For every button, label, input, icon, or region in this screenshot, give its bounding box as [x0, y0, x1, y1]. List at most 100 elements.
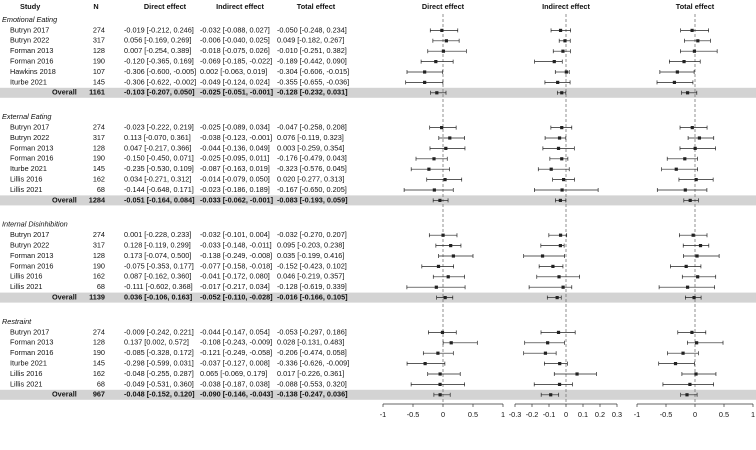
effect-label: -0.014 [-0.079, 0.050] — [200, 175, 270, 184]
effect-label: 0.046 [-0.219, 0.357] — [277, 272, 344, 281]
point-estimate — [557, 136, 562, 140]
effect-label: 0.007 [-0.254, 0.389] — [124, 46, 191, 55]
study-name: Iturbe 2021 — [10, 164, 47, 173]
point-estimate — [692, 296, 696, 300]
effect-label: 0.003 [-0.259, 0.354] — [277, 143, 344, 152]
point-estimate — [697, 136, 702, 140]
point-estimate — [432, 157, 436, 161]
effect-label: 0.028 [-0.131, 0.483] — [277, 338, 344, 347]
effect-label: -0.006 [-0.040, 0.025] — [200, 36, 270, 45]
sample-size: 128 — [93, 46, 105, 55]
point-estimate — [546, 341, 550, 345]
effect-label: -0.152 [-0.423, 0.102] — [277, 261, 347, 270]
point-estimate — [674, 167, 678, 171]
sample-size: 317 — [93, 133, 105, 142]
point-estimate — [451, 254, 455, 258]
effect-label: -0.355 [-0.655, -0.036] — [277, 77, 349, 86]
point-estimate — [423, 80, 427, 84]
sample-size: 190 — [93, 154, 105, 163]
point-estimate — [557, 275, 561, 279]
effect-label: -0.044 [-0.147, 0.054] — [200, 327, 270, 336]
sample-size: 1284 — [89, 195, 106, 204]
study-name: Forman 2013 — [10, 251, 53, 260]
sample-size: 190 — [93, 348, 105, 357]
point-estimate — [558, 362, 562, 366]
point-estimate — [436, 264, 441, 268]
effect-label: 0.020 [-0.277, 0.313] — [277, 175, 344, 184]
point-estimate — [549, 167, 553, 171]
point-estimate — [698, 244, 703, 248]
point-estimate — [672, 80, 677, 84]
point-estimate — [692, 49, 697, 53]
point-estimate — [695, 254, 699, 258]
point-estimate — [683, 188, 687, 192]
point-estimate — [443, 178, 447, 182]
group-name: Emotional Eating — [2, 15, 57, 24]
point-estimate — [423, 362, 427, 366]
sample-size: 317 — [93, 241, 105, 250]
effect-label: -0.306 [-0.600, -0.005] — [124, 67, 196, 76]
effect-label: -0.044 [-0.136, 0.049] — [200, 143, 270, 152]
point-estimate — [563, 39, 567, 43]
point-estimate — [560, 188, 564, 192]
study-name: Lillis 2016 — [10, 175, 42, 184]
point-estimate — [558, 198, 562, 202]
effect-label: -0.120 [-0.365, 0.169] — [124, 57, 194, 66]
effect-label: -0.032 [-0.270, 0.207] — [277, 230, 347, 239]
point-estimate — [558, 28, 563, 32]
effect-label: -0.075 [-0.353, 0.177] — [124, 261, 194, 270]
column-header: N — [93, 2, 98, 11]
effect-label: -0.083 [-0.193, 0.059] — [277, 195, 348, 204]
sample-size: 162 — [93, 272, 105, 281]
x-tick-label: -1 — [380, 410, 387, 419]
effect-label: 0.076 [-0.119, 0.323] — [277, 133, 344, 142]
point-estimate — [552, 60, 556, 64]
sample-size: 128 — [93, 251, 105, 260]
study-name: Butryn 2017 — [10, 25, 49, 34]
overall-label: Overall — [52, 390, 77, 399]
effect-label: 0.036 [-0.106, 0.163] — [124, 293, 193, 302]
study-name: Lillis 2021 — [10, 185, 42, 194]
effect-label: -0.189 [-0.442, 0.090] — [277, 57, 347, 66]
effect-label: 0.128 [-0.119, 0.299] — [124, 241, 191, 250]
point-estimate — [434, 285, 438, 289]
column-header: Direct effect — [144, 2, 187, 11]
effect-label: -0.010 [-0.251, 0.382] — [277, 46, 347, 55]
x-tick-label: 1 — [501, 410, 505, 419]
overall-band — [0, 389, 756, 400]
point-estimate — [682, 60, 686, 64]
effect-label: -0.017 [-0.217, 0.034] — [200, 282, 270, 291]
effect-label: -0.304 [-0.606, -0.015] — [277, 67, 349, 76]
point-estimate — [564, 70, 568, 74]
effect-label: -0.052 [-0.110, -0.028] — [200, 293, 273, 302]
sample-size: 274 — [93, 25, 105, 34]
effect-label: -0.121 [-0.249, -0.058] — [200, 348, 272, 357]
sample-size: 1139 — [89, 293, 105, 302]
effect-label: -0.048 [-0.152, 0.120] — [124, 390, 195, 399]
point-estimate — [438, 372, 442, 376]
effect-label: -0.069 [-0.185, -0.022] — [200, 57, 272, 66]
effect-label: 0.113 [-0.070, 0.361] — [124, 133, 191, 142]
study-name: Butryn 2022 — [10, 36, 49, 45]
point-estimate — [694, 178, 698, 182]
effect-label: -0.111 [-0.602, 0.368] — [124, 282, 193, 291]
effect-label: -0.018 [-0.075, 0.026] — [200, 46, 270, 55]
point-estimate — [694, 372, 698, 376]
effect-label: -0.023 [-0.222, 0.219] — [124, 123, 194, 132]
point-estimate — [560, 126, 564, 130]
study-name: Forman 2013 — [10, 338, 53, 347]
effect-label: 0.049 [-0.182, 0.267] — [277, 36, 344, 45]
panel-header: Direct effect — [422, 2, 465, 11]
point-estimate — [675, 70, 679, 74]
study-name: Forman 2016 — [10, 57, 53, 66]
x-tick-label: -0.1 — [543, 410, 556, 419]
effect-label: -0.323 [-0.576, 0.045] — [277, 164, 347, 173]
effect-label: 0.017 [-0.226, 0.361] — [277, 369, 344, 378]
x-tick-label: 0.5 — [468, 410, 478, 419]
effect-label: -0.032 [-0.088, 0.027] — [200, 25, 270, 34]
point-estimate — [690, 330, 694, 334]
point-estimate — [440, 330, 445, 334]
column-header: Total effect — [297, 2, 336, 11]
